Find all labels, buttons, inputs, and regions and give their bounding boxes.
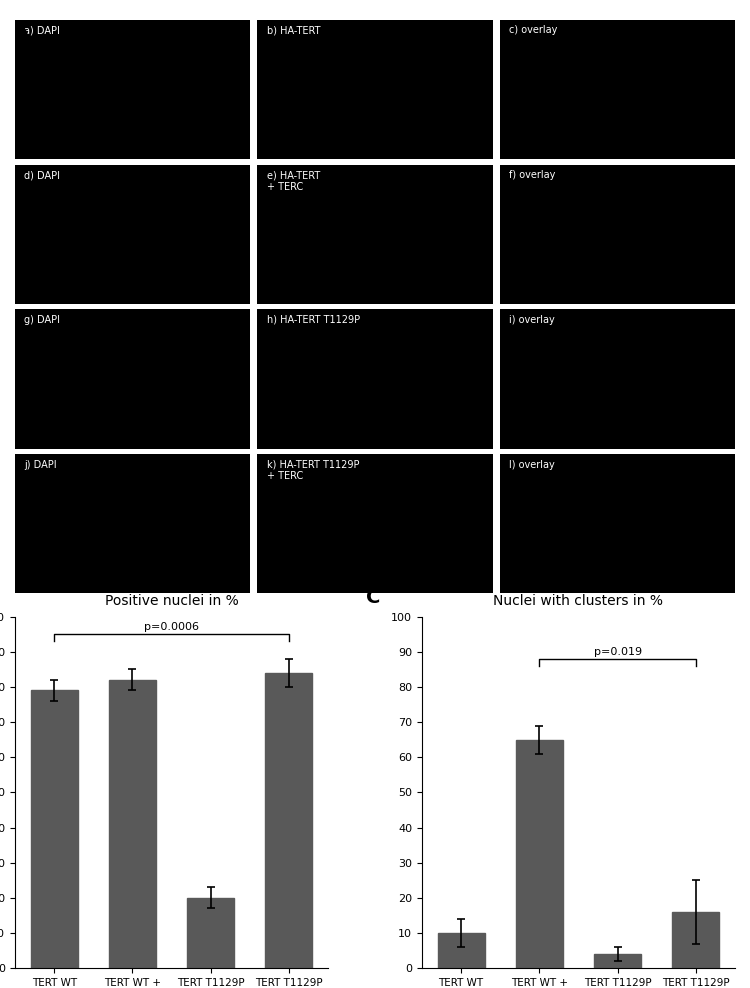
Bar	[673, 912, 719, 968]
Title: Nuclei with clusters in %: Nuclei with clusters in %	[494, 595, 664, 609]
Bar	[109, 680, 156, 968]
Text: f) overlay: f) overlay	[509, 170, 556, 180]
Bar	[31, 691, 77, 968]
Bar	[188, 898, 234, 968]
Title: Positive nuclei in %: Positive nuclei in %	[105, 595, 238, 609]
Text: A: A	[15, 30, 32, 49]
Text: c) overlay: c) overlay	[509, 26, 557, 36]
Bar	[594, 954, 641, 968]
Text: k) HA-TERT T1129P
+ TERC: k) HA-TERT T1129P + TERC	[267, 459, 359, 481]
Text: i) overlay: i) overlay	[509, 315, 555, 325]
Text: C: C	[365, 589, 380, 608]
Text: p=0.0006: p=0.0006	[144, 622, 199, 632]
Text: p=0.019: p=0.019	[593, 647, 642, 657]
Text: b) HA-TERT: b) HA-TERT	[267, 26, 320, 36]
Text: h) HA-TERT T1129P: h) HA-TERT T1129P	[267, 315, 360, 325]
Bar	[266, 673, 313, 968]
Text: d) DAPI: d) DAPI	[25, 170, 61, 180]
Bar	[516, 740, 562, 968]
Text: a) DAPI: a) DAPI	[25, 26, 60, 36]
Text: e) HA-TERT
+ TERC: e) HA-TERT + TERC	[267, 170, 320, 192]
Text: j) DAPI: j) DAPI	[25, 459, 57, 469]
Text: l) overlay: l) overlay	[509, 459, 555, 469]
Text: g) DAPI: g) DAPI	[25, 315, 61, 325]
Bar	[437, 933, 485, 968]
